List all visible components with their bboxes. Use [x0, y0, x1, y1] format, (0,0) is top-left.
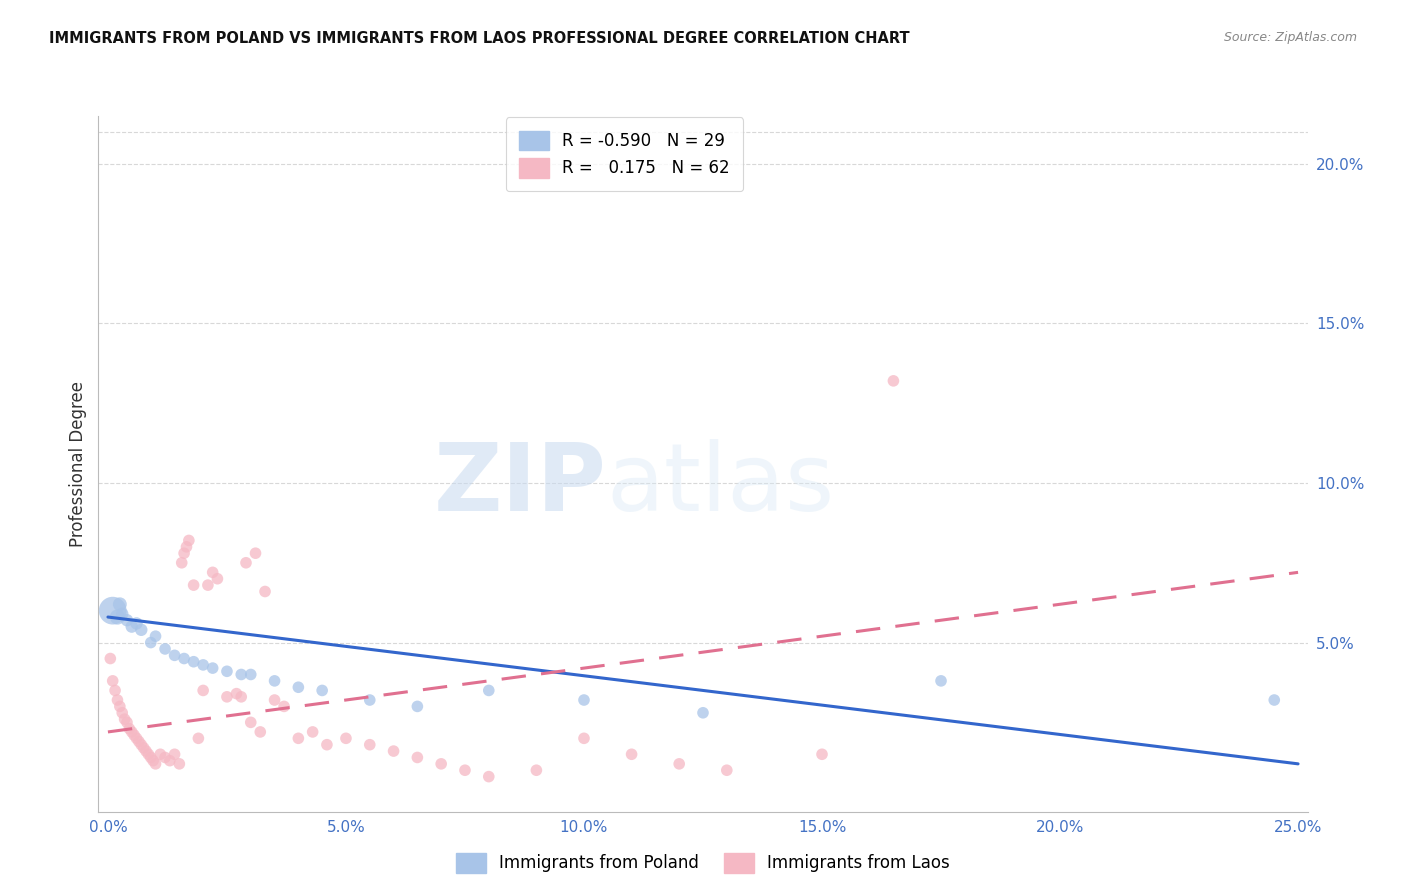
Point [122, 728, 145, 742]
Point [111, 607, 134, 621]
Point [129, 738, 152, 752]
Point [139, 750, 162, 764]
Point [107, 610, 129, 624]
Point [316, 738, 339, 752]
Point [201, 661, 224, 675]
Point [620, 747, 643, 762]
Point [254, 584, 277, 599]
Text: ZIP: ZIP [433, 439, 606, 531]
Point [215, 665, 238, 679]
Point [101, 673, 124, 688]
Point [811, 747, 834, 762]
Point [263, 693, 285, 707]
Point [191, 657, 214, 672]
Point [163, 648, 186, 663]
Point [101, 604, 124, 618]
Point [359, 738, 381, 752]
Point [406, 699, 429, 714]
Point [716, 763, 738, 777]
Point [231, 690, 253, 704]
Legend: R = -0.590   N = 29, R =   0.175   N = 62: R = -0.590 N = 29, R = 0.175 N = 62 [506, 118, 744, 191]
Point [183, 655, 205, 669]
Point [225, 687, 247, 701]
Point [142, 754, 165, 768]
Point [169, 756, 191, 771]
Point [382, 744, 405, 758]
Point [406, 750, 429, 764]
Point [108, 597, 131, 611]
Legend: Immigrants from Poland, Immigrants from Laos: Immigrants from Poland, Immigrants from … [449, 847, 957, 880]
Point [177, 533, 200, 548]
Point [287, 731, 309, 746]
Point [121, 619, 143, 633]
Point [239, 667, 262, 681]
Point [139, 635, 162, 649]
Point [245, 546, 267, 560]
Point [104, 683, 127, 698]
Point [138, 747, 160, 762]
Point [249, 725, 271, 739]
Point [159, 754, 181, 768]
Point [173, 546, 195, 560]
Point [215, 690, 238, 704]
Point [183, 578, 205, 592]
Point [187, 731, 209, 746]
Point [145, 756, 167, 771]
Point [149, 747, 172, 762]
Point [153, 750, 176, 764]
Point [163, 747, 186, 762]
Point [170, 556, 193, 570]
Point [692, 706, 714, 720]
Point [454, 763, 477, 777]
Point [135, 744, 157, 758]
Point [173, 651, 195, 665]
Point [207, 572, 229, 586]
Point [524, 763, 547, 777]
Point [235, 556, 257, 570]
Point [273, 699, 295, 714]
Point [125, 616, 148, 631]
Point [108, 699, 131, 714]
Text: Source: ZipAtlas.com: Source: ZipAtlas.com [1223, 31, 1357, 45]
Point [145, 629, 167, 643]
Point [263, 673, 285, 688]
Point [132, 740, 155, 755]
Point [118, 722, 141, 736]
Point [929, 673, 952, 688]
Point [115, 715, 138, 730]
Text: atlas: atlas [606, 439, 835, 531]
Point [128, 734, 150, 748]
Point [572, 693, 595, 707]
Y-axis label: Professional Degree: Professional Degree [69, 381, 87, 547]
Point [311, 683, 333, 698]
Point [197, 578, 219, 592]
Point [668, 756, 690, 771]
Point [1263, 693, 1285, 707]
Point [121, 725, 143, 739]
Point [191, 683, 214, 698]
Point [359, 693, 381, 707]
Text: IMMIGRANTS FROM POLAND VS IMMIGRANTS FROM LAOS PROFESSIONAL DEGREE CORRELATION C: IMMIGRANTS FROM POLAND VS IMMIGRANTS FRO… [49, 31, 910, 46]
Point [201, 566, 224, 580]
Point [287, 680, 309, 694]
Point [107, 693, 129, 707]
Point [129, 623, 152, 637]
Point [114, 712, 136, 726]
Point [98, 651, 121, 665]
Point [125, 731, 148, 746]
Point [572, 731, 595, 746]
Point [111, 706, 134, 720]
Point [176, 540, 198, 554]
Point [115, 613, 138, 627]
Point [430, 756, 453, 771]
Point [231, 667, 253, 681]
Point [301, 725, 323, 739]
Point [478, 683, 501, 698]
Point [335, 731, 357, 746]
Point [882, 374, 904, 388]
Point [239, 715, 262, 730]
Point [153, 642, 176, 657]
Point [478, 770, 501, 784]
